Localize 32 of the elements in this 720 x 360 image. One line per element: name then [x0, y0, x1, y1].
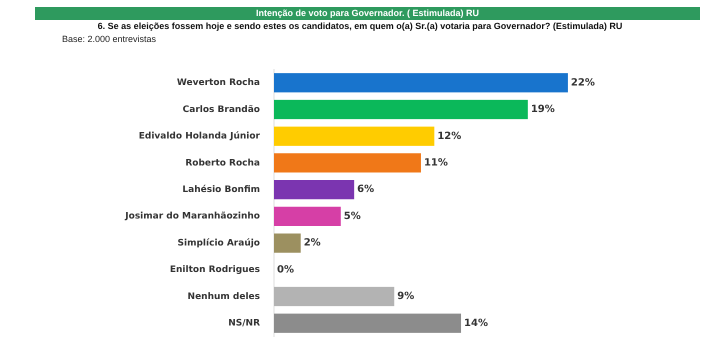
y-tick-label: Roberto Rocha: [185, 158, 260, 168]
y-tick-label: NS/NR: [228, 318, 260, 329]
y-tick-label: Josimar do Maranhãozinho: [124, 212, 260, 222]
bar: [274, 314, 462, 333]
data-label: 2%: [304, 238, 321, 249]
data-label: 9%: [397, 291, 414, 302]
y-tick-label: Lahésio Bonfim: [182, 184, 260, 195]
text: Base: 2.000 entrevistas: [62, 34, 156, 44]
bar: [274, 286, 394, 306]
chart-title: Intenção de voto para Governador. ( Estimulada) RU: [35, 7, 700, 20]
bar: [274, 206, 341, 226]
y-tick-label: Edivaldo Holanda Júnior: [138, 130, 261, 142]
y-tick-label: Nenhum deles: [188, 292, 260, 302]
y-tick-label: Carlos Brandão: [182, 104, 260, 115]
data-label: 0%: [277, 264, 294, 276]
data-label: 19%: [530, 104, 555, 116]
bar: [274, 100, 528, 120]
data-label: 14%: [464, 318, 488, 329]
bar: [274, 153, 421, 173]
data-label: 22%: [570, 77, 595, 88]
chart-subtitle: 6. Se as eleições fossem hoje e sendo estes os candidatos, em quem o(a) Sr.(a) votaria para Governador? (Estimulada) RU: [96, 21, 624, 31]
y-tick-label: Simplício Araújo: [178, 237, 260, 248]
bar: [274, 180, 354, 200]
data-label: 11%: [424, 158, 448, 169]
data-label: 6%: [357, 184, 374, 196]
data-label: 5%: [344, 210, 361, 222]
bar: [274, 73, 568, 92]
y-tick-label: Weverton Rocha: [176, 78, 260, 88]
bar: [274, 126, 434, 146]
bar: [274, 233, 301, 253]
data-label: 12%: [437, 130, 462, 142]
y-tick-label: Enilton Rodrigues: [170, 265, 260, 276]
